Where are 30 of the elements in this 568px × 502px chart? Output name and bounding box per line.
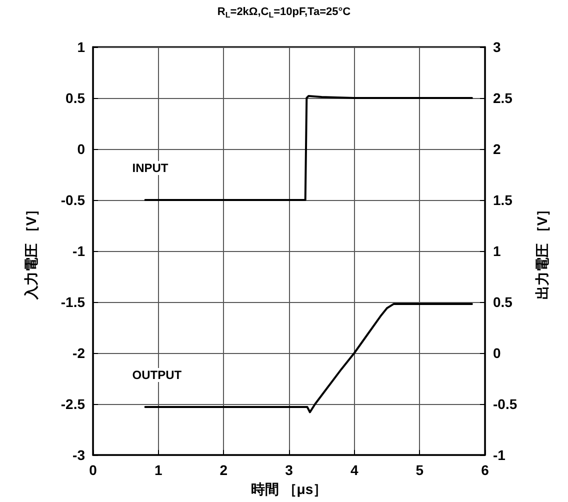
x-axis-title: 時間 ［μs］ (250, 480, 328, 497)
x-tick-label: 1 (154, 462, 162, 478)
y2-tick-label: 0 (493, 345, 501, 361)
y-tick-label: 0 (77, 141, 86, 157)
x-tick-label: 2 (220, 462, 228, 478)
x-tick-label: 6 (481, 462, 490, 478)
y2-axis-title: 出力電圧 ［V］ (534, 202, 550, 300)
text: OUTPUT (132, 368, 182, 382)
y2-tick-label: 2 (493, 141, 501, 157)
y2-tick-label: 1 (493, 243, 501, 259)
y-tick-label: -2.5 (60, 396, 86, 412)
y-tick-label: -2 (72, 345, 86, 361)
y2-tick-label: 2.5 (493, 90, 513, 106)
x-tick-label: 5 (416, 462, 424, 478)
y-tick-label: -1.5 (60, 294, 86, 310)
y-axis-title: 入力電圧 ［V］ (23, 202, 39, 301)
text: INPUT (132, 161, 169, 175)
x-tick-label: 3 (285, 462, 294, 478)
y-tick-label: 0.5 (66, 90, 86, 106)
y2-tick-label: 3 (493, 39, 501, 55)
y2-tick-label: -0.5 (493, 396, 518, 412)
x-tick-label: 0 (89, 462, 98, 478)
y-tick-label: -1 (72, 243, 86, 259)
y2-tick-label: -1 (493, 447, 506, 463)
y2-tick-label: 1.5 (493, 192, 513, 208)
y-tick-label: -3 (72, 447, 86, 463)
y-tick-label: -0.5 (60, 192, 86, 208)
x-tick-label: 4 (350, 462, 358, 478)
y2-tick-label: 0.5 (493, 294, 513, 310)
y-tick-label: 1 (77, 39, 86, 55)
